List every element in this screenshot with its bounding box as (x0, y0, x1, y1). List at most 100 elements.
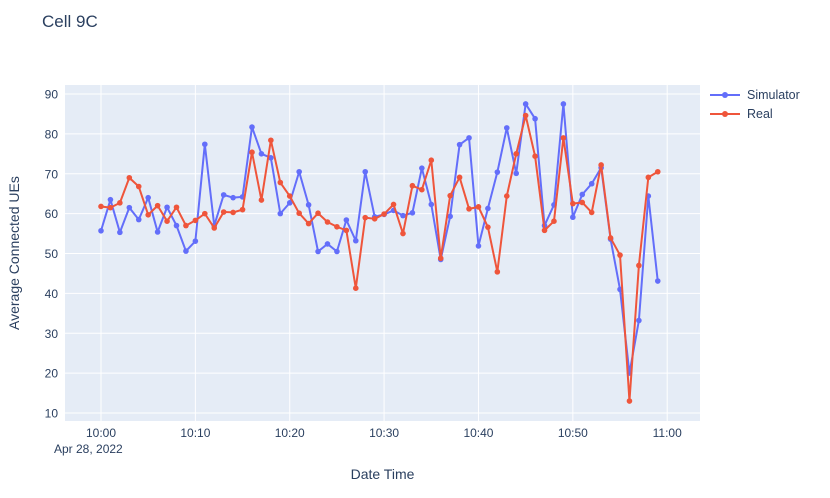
data-point-simulator[interactable] (419, 165, 425, 171)
data-point-simulator[interactable] (466, 135, 472, 141)
data-point-simulator[interactable] (485, 205, 491, 212)
data-point-simulator[interactable] (192, 238, 199, 244)
data-point-simulator[interactable] (154, 229, 161, 235)
data-point-simulator[interactable] (503, 125, 510, 131)
data-point-real[interactable] (286, 193, 293, 199)
data-point-simulator[interactable] (277, 210, 284, 217)
data-point-simulator[interactable] (475, 243, 482, 249)
data-point-real[interactable] (220, 209, 227, 215)
data-point-simulator[interactable] (296, 168, 302, 175)
data-point-real[interactable] (164, 218, 170, 225)
data-point-real[interactable] (107, 204, 114, 211)
data-point-real[interactable] (532, 153, 538, 160)
data-point-real[interactable] (211, 225, 218, 231)
data-point-real[interactable] (437, 255, 444, 262)
data-point-simulator[interactable] (230, 194, 236, 201)
data-point-real[interactable] (277, 179, 284, 186)
data-point-real[interactable] (334, 223, 340, 230)
data-point-simulator[interactable] (456, 141, 463, 148)
data-point-simulator[interactable] (362, 168, 369, 175)
legend-item-real[interactable]: Real (708, 107, 800, 121)
data-point-real[interactable] (98, 203, 104, 210)
data-point-simulator[interactable] (654, 278, 661, 284)
data-point-real[interactable] (362, 214, 369, 221)
data-point-simulator[interactable] (560, 101, 567, 107)
data-point-real[interactable] (560, 135, 567, 141)
data-point-real[interactable] (475, 204, 482, 210)
data-point-real[interactable] (466, 206, 472, 212)
data-point-real[interactable] (428, 157, 435, 163)
data-point-real[interactable] (645, 174, 652, 181)
data-point-real[interactable] (551, 218, 557, 225)
data-point-real[interactable] (135, 183, 142, 190)
data-point-simulator[interactable] (164, 204, 170, 211)
data-point-simulator[interactable] (202, 141, 208, 148)
data-point-real[interactable] (409, 182, 416, 189)
data-point-simulator[interactable] (249, 124, 255, 130)
data-point-simulator[interactable] (135, 216, 142, 223)
data-point-real[interactable] (343, 227, 350, 234)
data-point-real[interactable] (268, 137, 274, 144)
data-point-real[interactable] (522, 112, 529, 119)
data-point-real[interactable] (249, 149, 255, 156)
data-point-simulator[interactable] (579, 191, 586, 198)
data-point-simulator[interactable] (183, 248, 189, 254)
data-point-simulator[interactable] (409, 210, 416, 216)
data-point-simulator[interactable] (570, 214, 576, 221)
data-point-real[interactable] (607, 235, 614, 241)
data-point-real[interactable] (598, 162, 604, 168)
data-point-real[interactable] (654, 168, 661, 175)
data-point-real[interactable] (579, 199, 586, 206)
data-point-simulator[interactable] (428, 201, 435, 208)
data-point-simulator[interactable] (305, 202, 312, 208)
data-point-real[interactable] (513, 151, 520, 157)
data-point-real[interactable] (183, 222, 189, 229)
data-point-real[interactable] (239, 206, 246, 213)
data-point-simulator[interactable] (494, 169, 501, 175)
data-point-simulator[interactable] (588, 180, 595, 187)
data-point-simulator[interactable] (258, 151, 265, 157)
data-point-simulator[interactable] (126, 204, 133, 211)
data-point-real[interactable] (447, 192, 453, 199)
data-point-simulator[interactable] (400, 212, 406, 219)
data-point-simulator[interactable] (220, 192, 227, 198)
data-point-real[interactable] (315, 210, 321, 217)
data-point-simulator[interactable] (532, 115, 538, 122)
data-point-real[interactable] (305, 220, 312, 227)
data-point-real[interactable] (202, 210, 208, 217)
data-point-real[interactable] (626, 398, 633, 404)
legend-item-simulator[interactable]: Simulator (708, 88, 800, 102)
data-point-real[interactable] (588, 209, 595, 216)
data-point-real[interactable] (400, 230, 406, 237)
data-point-real[interactable] (145, 212, 151, 218)
data-point-simulator[interactable] (145, 194, 151, 201)
data-point-real[interactable] (617, 252, 623, 258)
data-point-real[interactable] (192, 217, 199, 224)
data-point-simulator[interactable] (324, 241, 331, 247)
data-point-real[interactable] (117, 200, 123, 206)
data-point-simulator[interactable] (447, 213, 453, 220)
data-point-real[interactable] (494, 269, 501, 275)
data-point-simulator[interactable] (173, 222, 180, 229)
data-point-real[interactable] (390, 201, 397, 208)
data-point-real[interactable] (381, 211, 387, 217)
data-point-real[interactable] (456, 174, 463, 181)
data-point-simulator[interactable] (334, 248, 340, 255)
data-point-real[interactable] (173, 204, 180, 211)
data-point-simulator[interactable] (268, 155, 274, 161)
data-point-real[interactable] (485, 224, 491, 230)
data-point-simulator[interactable] (107, 196, 114, 203)
data-point-simulator[interactable] (117, 229, 123, 236)
data-point-simulator[interactable] (286, 200, 293, 206)
data-point-real[interactable] (371, 216, 378, 222)
data-point-real[interactable] (154, 202, 161, 209)
data-point-real[interactable] (352, 285, 359, 291)
data-point-real[interactable] (230, 209, 236, 216)
data-point-simulator[interactable] (522, 101, 529, 107)
data-point-simulator[interactable] (315, 248, 321, 255)
data-point-real[interactable] (419, 186, 425, 193)
data-point-real[interactable] (296, 210, 302, 217)
data-point-real[interactable] (636, 262, 642, 269)
data-point-real[interactable] (541, 227, 548, 234)
